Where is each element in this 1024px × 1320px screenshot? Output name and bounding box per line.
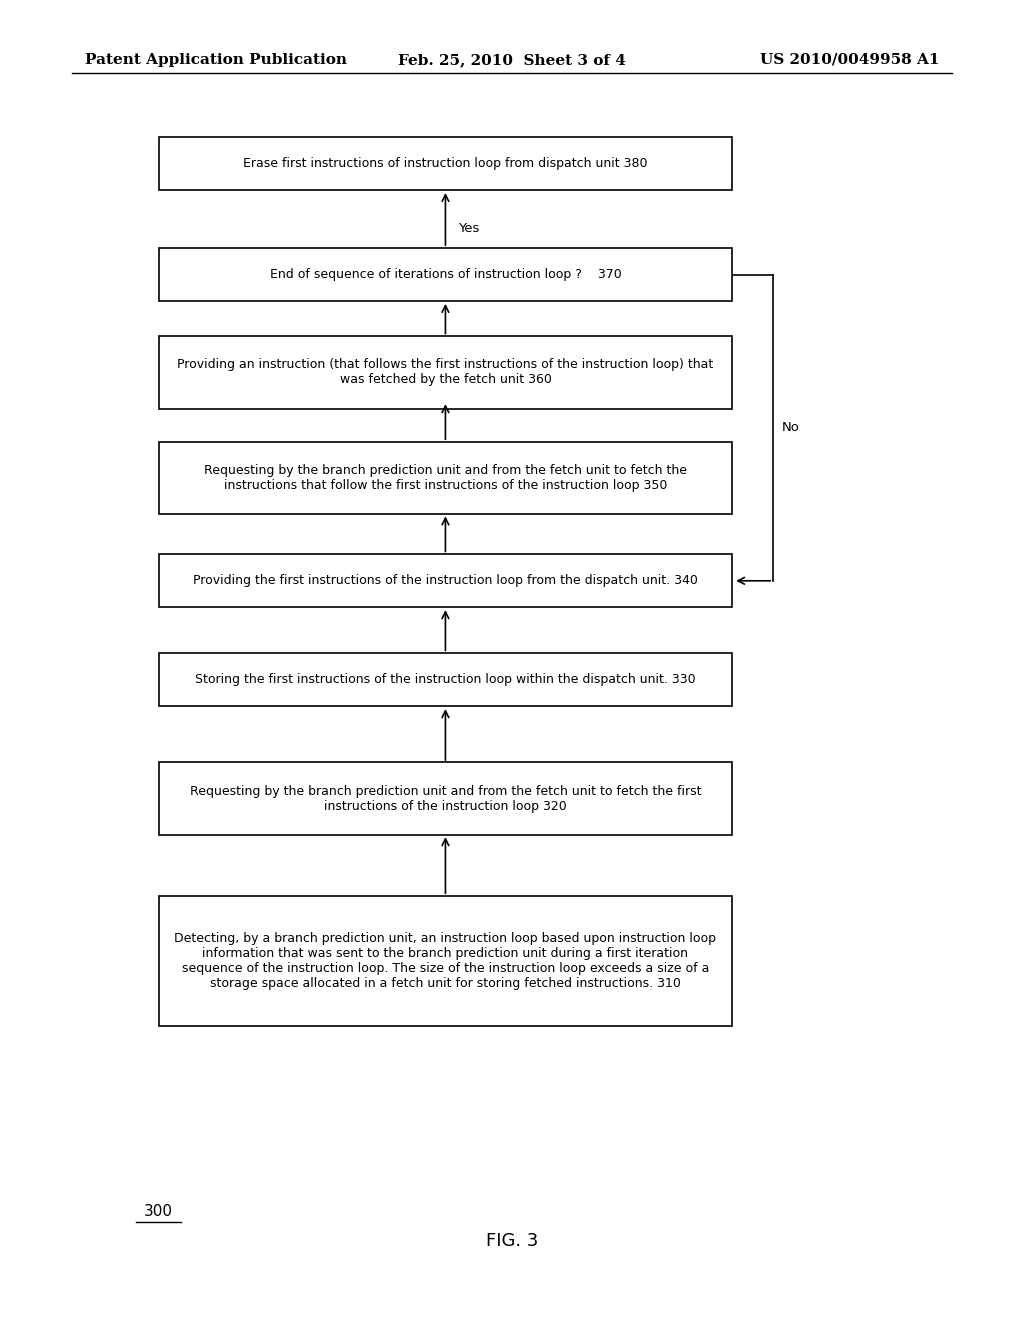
Bar	[159, 137, 732, 190]
Bar	[159, 554, 732, 607]
Text: Providing the first instructions of the instruction loop from the dispatch unit.: Providing the first instructions of the …	[193, 574, 698, 587]
Text: Erase first instructions of instruction loop from dispatch unit 380: Erase first instructions of instruction …	[243, 157, 648, 170]
Bar	[159, 653, 732, 706]
Text: FIG. 3: FIG. 3	[485, 1232, 539, 1250]
Text: Yes: Yes	[458, 222, 479, 235]
Bar	[159, 763, 732, 836]
Text: Patent Application Publication: Patent Application Publication	[85, 53, 347, 67]
Text: No: No	[781, 421, 799, 434]
Text: Detecting, by a branch prediction unit, an instruction loop based upon instructi: Detecting, by a branch prediction unit, …	[174, 932, 717, 990]
Text: Requesting by the branch prediction unit and from the fetch unit to fetch the fi: Requesting by the branch prediction unit…	[189, 784, 701, 813]
Bar	[159, 248, 732, 301]
Bar	[159, 896, 732, 1026]
Bar	[159, 335, 732, 409]
Text: End of sequence of iterations of instruction loop ?    370: End of sequence of iterations of instruc…	[269, 268, 622, 281]
Text: Storing the first instructions of the instruction loop within the dispatch unit.: Storing the first instructions of the in…	[196, 673, 695, 686]
Text: US 2010/0049958 A1: US 2010/0049958 A1	[760, 53, 939, 67]
Text: Requesting by the branch prediction unit and from the fetch unit to fetch the
in: Requesting by the branch prediction unit…	[204, 463, 687, 492]
Text: Providing an instruction (that follows the first instructions of the instruction: Providing an instruction (that follows t…	[177, 358, 714, 387]
Text: 300: 300	[144, 1204, 173, 1220]
Bar	[159, 441, 732, 513]
Text: Feb. 25, 2010  Sheet 3 of 4: Feb. 25, 2010 Sheet 3 of 4	[398, 53, 626, 67]
